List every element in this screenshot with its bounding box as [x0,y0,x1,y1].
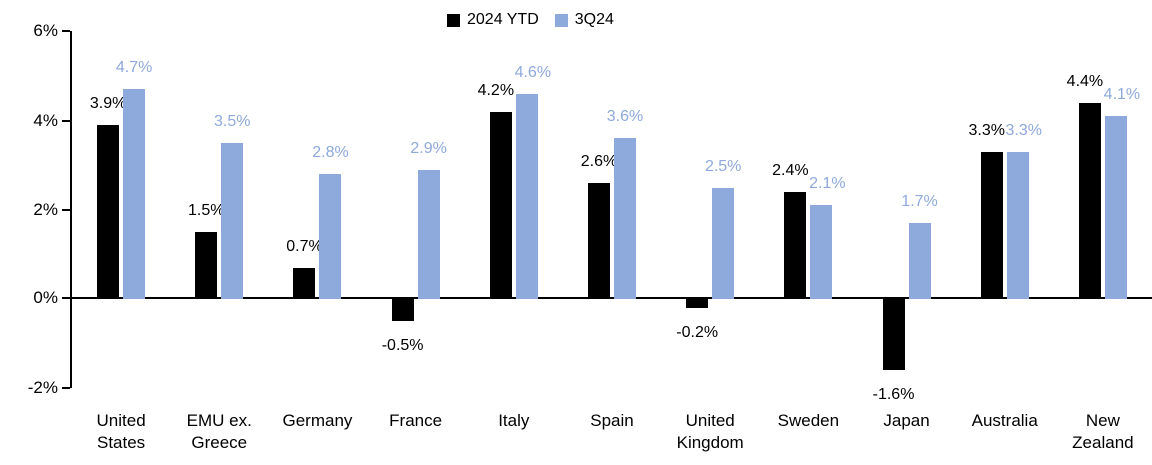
category-label: France [367,410,465,432]
data-label-3q24: 4.6% [514,63,552,81]
category-label-line: France [389,411,443,430]
y-axis-line [70,31,72,388]
data-label-3q24: 2.8% [312,144,349,162]
bar-2024-ytd [293,267,316,299]
category-label-line: Greece [191,433,248,452]
data-label-2024-ytd: -0.2% [676,323,719,341]
data-label-3q24: 3.3% [1005,121,1042,139]
x-axis-zero-line [70,297,1152,299]
bar-3q24 [123,89,146,299]
data-label-2024-ytd: 4.2% [477,81,515,99]
category-label-line: EMU ex. [186,411,252,430]
data-label-2024-ytd: 3.3% [968,121,1005,139]
legend-label-3q24: 3Q24 [574,11,614,28]
bar-3q24 [417,169,440,299]
category-label-line: Australia [971,411,1038,430]
data-label-2024-ytd: 1.5% [188,202,225,220]
bar-2024-ytd [489,111,512,299]
data-label-2024-ytd: 0.7% [286,237,323,255]
data-label-2024-ytd: 3.9% [89,95,127,113]
y-axis-tick-label: 2% [33,200,58,219]
data-label-3q24: 1.7% [901,193,938,211]
category-label: Sweden [759,410,857,432]
chart-legend: 2024 YTD 3Q24 [447,12,614,28]
bar-2024-ytd [391,299,414,322]
category-label-line: Spain [590,411,634,430]
category-label: Australia [956,410,1054,432]
category-label: Japan [857,410,955,432]
data-label-2024-ytd: 4.4% [1066,72,1104,90]
data-label-2024-ytd: -0.5% [381,337,424,355]
y-axis-tick [62,209,70,211]
data-label-2024-ytd: 2.4% [772,161,809,179]
y-axis-tick [62,30,70,32]
category-label-line: Japan [883,411,930,430]
y-axis-tick [62,120,70,122]
category-label: EMU ex. Greece [170,410,268,454]
bar-2024-ytd [1078,102,1101,299]
category-label-line: New [1085,411,1120,430]
category-label-line: Sweden [777,411,840,430]
category-label-line: Germany [282,411,353,430]
category-label-line: United [96,411,146,430]
y-axis-tick-label: 6% [33,21,58,40]
category-label-line: States [96,433,146,452]
bar-2024-ytd [882,299,905,371]
bar-3q24 [712,187,735,299]
bar-3q24 [319,174,342,299]
data-label-3q24: 2.1% [809,175,846,193]
data-label-3q24: 2.5% [704,157,742,175]
data-label-2024-ytd: 2.6% [580,153,618,171]
bar-2024-ytd [784,191,807,299]
bar-3q24 [614,138,636,299]
y-axis-tick-label: -2% [27,378,58,397]
y-axis-tick [62,387,70,389]
data-label-3q24: 2.9% [410,139,447,157]
bar-2024-ytd [980,151,1003,299]
data-label-3q24: 4.7% [115,59,153,77]
category-label: United Kingdom [661,410,759,454]
category-label: Germany [268,410,366,432]
category-label: New Zealand [1054,410,1152,454]
bar-3q24 [1006,151,1029,299]
legend-label-2024-ytd: 2024 YTD [467,11,539,28]
bar-3q24 [1104,116,1127,299]
category-label-line: Kingdom [676,433,744,452]
legend-item-3q24: 3Q24 [554,11,614,28]
y-axis-tick [62,297,70,299]
bar-3q24 [221,142,244,299]
category-label-line: Zealand [1072,433,1134,452]
bar-2024-ytd [686,299,709,308]
y-axis-tick-label: 4% [33,111,58,130]
category-label: Italy [465,410,563,432]
data-label-2024-ytd: -1.6% [872,386,915,404]
bar-2024-ytd [97,125,120,299]
category-label: United States [72,410,170,454]
data-label-3q24: 3.6% [606,108,644,126]
category-label-line: United [685,411,735,430]
data-label-3q24: 4.1% [1103,86,1141,104]
data-label-3q24: 3.5% [214,112,251,130]
legend-swatch-3q24 [554,13,568,27]
bar-3q24 [515,93,538,299]
category-label: Spain [563,410,661,432]
bar-2024-ytd [195,232,218,299]
bar-2024-ytd [588,183,610,299]
bar-3q24 [908,223,931,299]
legend-swatch-2024-ytd [447,13,460,27]
y-axis-tick-label: 0% [33,288,58,307]
legend-item-2024-ytd: 2024 YTD [447,12,539,28]
category-label-line: Italy [498,411,530,430]
bar-3q24 [810,205,833,299]
